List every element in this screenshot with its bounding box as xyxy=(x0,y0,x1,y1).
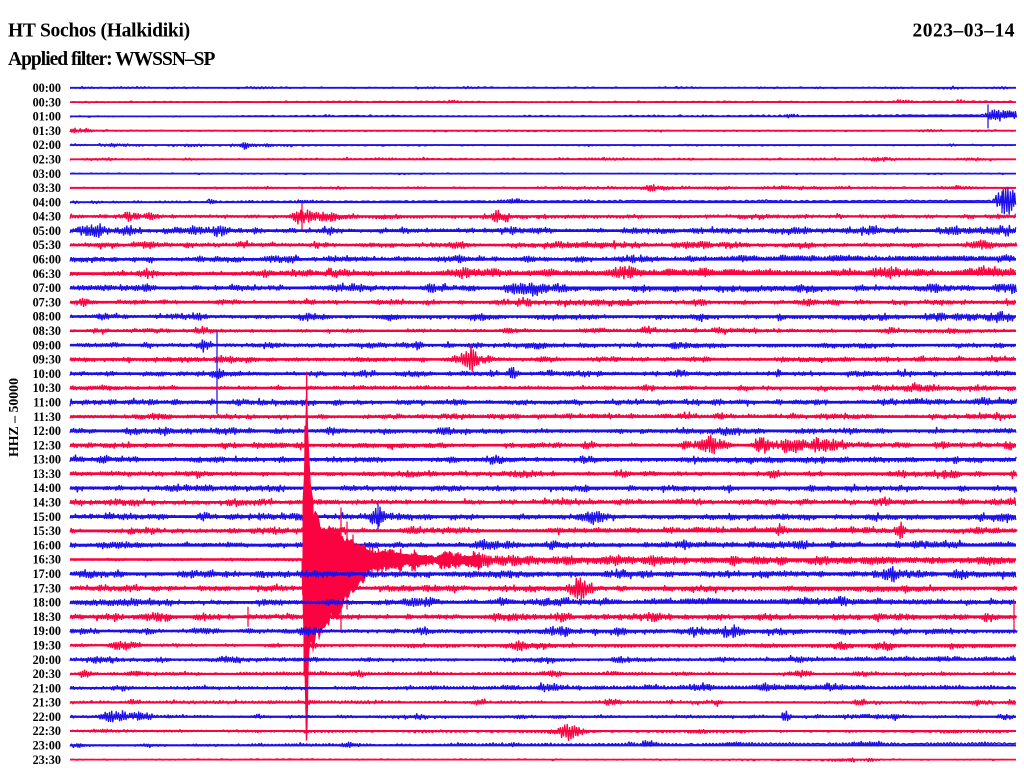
svg-text:12:00: 12:00 xyxy=(33,424,61,438)
svg-text:19:00: 19:00 xyxy=(33,624,61,638)
svg-text:13:00: 13:00 xyxy=(33,453,61,467)
svg-text:16:30: 16:30 xyxy=(33,553,61,567)
svg-text:06:00: 06:00 xyxy=(33,253,61,267)
svg-text:07:00: 07:00 xyxy=(33,281,61,295)
svg-text:19:30: 19:30 xyxy=(33,639,61,653)
svg-text:01:30: 01:30 xyxy=(33,124,61,138)
svg-text:05:00: 05:00 xyxy=(33,224,61,238)
svg-text:08:00: 08:00 xyxy=(33,310,61,324)
svg-text:20:00: 20:00 xyxy=(33,653,61,667)
svg-text:23:30: 23:30 xyxy=(33,753,61,767)
svg-text:14:00: 14:00 xyxy=(33,481,61,495)
svg-text:HHZ – 50000: HHZ – 50000 xyxy=(6,378,21,457)
svg-text:10:30: 10:30 xyxy=(33,381,61,395)
svg-text:23:00: 23:00 xyxy=(33,739,61,753)
svg-text:07:30: 07:30 xyxy=(33,295,61,309)
svg-text:12:30: 12:30 xyxy=(33,438,61,452)
svg-text:22:00: 22:00 xyxy=(33,710,61,724)
svg-text:2023–03–14: 2023–03–14 xyxy=(913,21,1016,42)
svg-text:15:00: 15:00 xyxy=(33,510,61,524)
svg-text:17:30: 17:30 xyxy=(33,581,61,595)
svg-text:09:30: 09:30 xyxy=(33,353,61,367)
svg-text:08:30: 08:30 xyxy=(33,324,61,338)
svg-text:00:00: 00:00 xyxy=(33,81,61,95)
svg-text:21:00: 21:00 xyxy=(33,681,61,695)
svg-text:02:30: 02:30 xyxy=(33,153,61,167)
svg-text:18:30: 18:30 xyxy=(33,610,61,624)
svg-text:20:30: 20:30 xyxy=(33,667,61,681)
svg-text:01:00: 01:00 xyxy=(33,110,61,124)
svg-text:10:00: 10:00 xyxy=(33,367,61,381)
svg-text:22:30: 22:30 xyxy=(33,724,61,738)
svg-text:03:00: 03:00 xyxy=(33,167,61,181)
svg-text:16:00: 16:00 xyxy=(33,538,61,552)
svg-text:09:00: 09:00 xyxy=(33,338,61,352)
svg-text:00:30: 00:30 xyxy=(33,95,61,109)
svg-text:05:30: 05:30 xyxy=(33,238,61,252)
svg-text:03:30: 03:30 xyxy=(33,181,61,195)
svg-text:HT Sochos (Halkidiki): HT Sochos (Halkidiki) xyxy=(8,21,190,42)
svg-text:13:30: 13:30 xyxy=(33,467,61,481)
svg-text:18:00: 18:00 xyxy=(33,596,61,610)
svg-text:17:00: 17:00 xyxy=(33,567,61,581)
svg-text:15:30: 15:30 xyxy=(33,524,61,538)
svg-text:06:30: 06:30 xyxy=(33,267,61,281)
svg-text:14:30: 14:30 xyxy=(33,496,61,510)
svg-text:11:00: 11:00 xyxy=(33,396,61,410)
svg-text:21:30: 21:30 xyxy=(33,696,61,710)
svg-text:04:00: 04:00 xyxy=(33,195,61,209)
svg-text:02:00: 02:00 xyxy=(33,138,61,152)
svg-text:Applied filter: WWSSN–SP: Applied filter: WWSSN–SP xyxy=(8,49,215,70)
svg-text:11:30: 11:30 xyxy=(33,410,61,424)
svg-text:04:30: 04:30 xyxy=(33,210,61,224)
